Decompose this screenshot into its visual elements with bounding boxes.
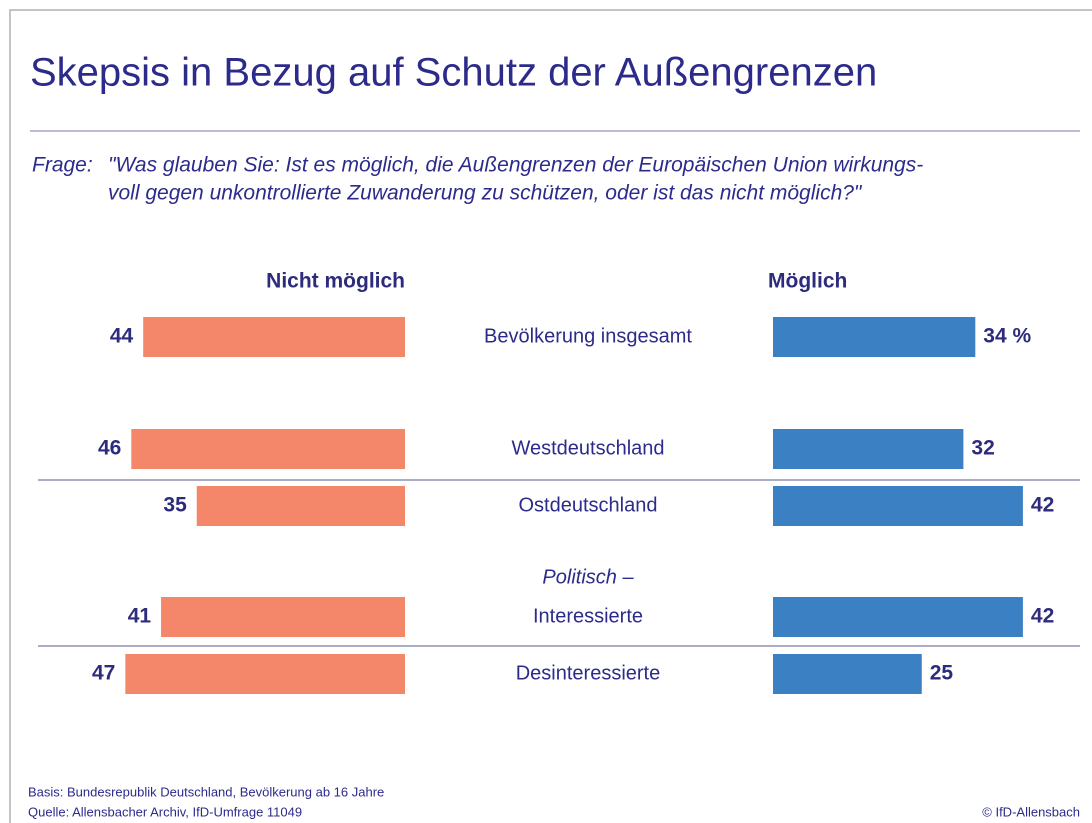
note: Basis: Bundesrepublik Deutschland, Bevöl… xyxy=(28,784,384,799)
value-label: 44 xyxy=(110,325,134,348)
bar xyxy=(773,486,1023,526)
value-label: 41 xyxy=(128,605,152,628)
value-label: 42 xyxy=(1031,494,1054,517)
note: Quelle: Allensbacher Archiv, IfD-Umfrage… xyxy=(28,804,302,819)
category-label: Westdeutschland xyxy=(511,437,664,459)
value-label: 35 xyxy=(163,494,187,517)
value-label: 34 % xyxy=(983,325,1031,348)
bar xyxy=(773,429,964,469)
question-line: "Was glauben Sie: Ist es möglich, die Au… xyxy=(108,154,923,177)
chart-title: Skepsis in Bezug auf Schutz der Außengre… xyxy=(30,51,877,95)
category-label: Interessierte xyxy=(533,605,643,627)
bar xyxy=(131,429,406,469)
group-annotation: Politisch – xyxy=(542,566,634,588)
value-label: 46 xyxy=(98,437,121,460)
bar xyxy=(161,597,405,637)
legend-entry: Möglich xyxy=(768,270,847,293)
legend-entry: Nicht möglich xyxy=(266,270,405,293)
bar xyxy=(773,597,1023,637)
bar xyxy=(143,317,405,357)
bar xyxy=(773,317,976,357)
value-label: 47 xyxy=(92,662,115,685)
category-label: Ostdeutschland xyxy=(519,494,658,516)
bar xyxy=(125,654,405,694)
value-label: 25 xyxy=(930,662,954,685)
bar xyxy=(196,486,405,526)
bar xyxy=(773,654,922,694)
value-label: 42 xyxy=(1031,605,1054,628)
copyright: © IfD-Allensbach xyxy=(982,804,1080,819)
question-line: voll gegen unkontrollierte Zuwanderung z… xyxy=(108,182,863,205)
category-label: Desinteressierte xyxy=(516,662,661,684)
question-label: Frage: xyxy=(32,154,93,177)
category-label: Bevölkerung insgesamt xyxy=(484,325,692,347)
value-label: 32 xyxy=(971,437,994,460)
frame xyxy=(9,9,1092,823)
